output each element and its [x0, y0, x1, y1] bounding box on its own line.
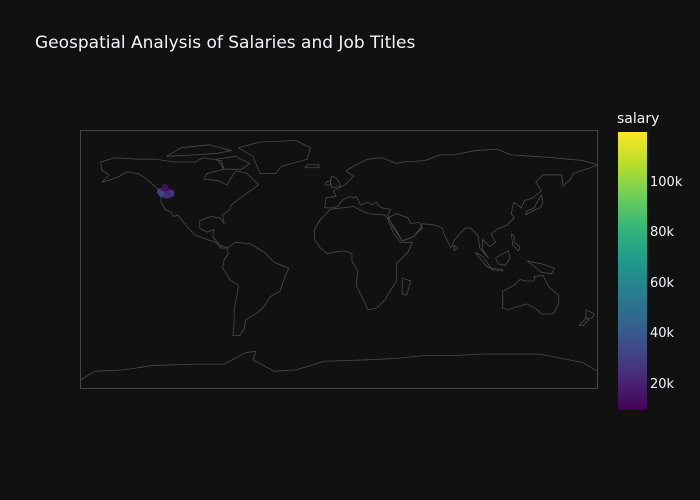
coastlines [80, 140, 598, 381]
coastline-3 [216, 155, 251, 170]
coastline-6 [387, 213, 423, 242]
coastline-4 [222, 241, 290, 336]
coastline-14 [475, 251, 492, 269]
coastline-5 [324, 148, 598, 259]
colorbar-tick-60k: 60k [650, 275, 675, 291]
coastline-22 [80, 350, 598, 381]
chart-title: Geospatial Analysis of Salaries and Job … [35, 33, 416, 53]
colorbar-title: salary [617, 111, 660, 127]
coastline-10 [324, 180, 331, 186]
coastline-11 [304, 164, 320, 169]
coastline-20 [578, 317, 590, 326]
colorbar-tick-20k: 20k [650, 376, 675, 392]
salary-point-23[interactable] [163, 192, 170, 199]
coastline-19 [585, 309, 596, 319]
coastline-15 [490, 267, 504, 272]
coastline-13 [495, 250, 511, 266]
coastline-0 [100, 157, 259, 249]
coastline-8 [401, 277, 412, 296]
coastline-17 [510, 233, 521, 252]
coastline-1 [238, 140, 311, 174]
coastline-2 [166, 144, 232, 157]
colorbar-tick-100k: 100k [650, 174, 683, 190]
colorbar-tick-40k: 40k [650, 326, 675, 342]
salary-colorbar [618, 132, 647, 410]
coastline-18 [502, 274, 560, 315]
coastline-16 [526, 260, 555, 275]
salary-points [157, 183, 175, 199]
salary-point-21[interactable] [158, 190, 165, 197]
coastline-7 [314, 206, 413, 311]
coastline-12 [525, 194, 544, 216]
map-frame [80, 130, 598, 389]
coastline-21 [453, 244, 458, 252]
colorbar-tick-80k: 80k [650, 225, 675, 241]
salary-point-19[interactable] [161, 183, 169, 191]
